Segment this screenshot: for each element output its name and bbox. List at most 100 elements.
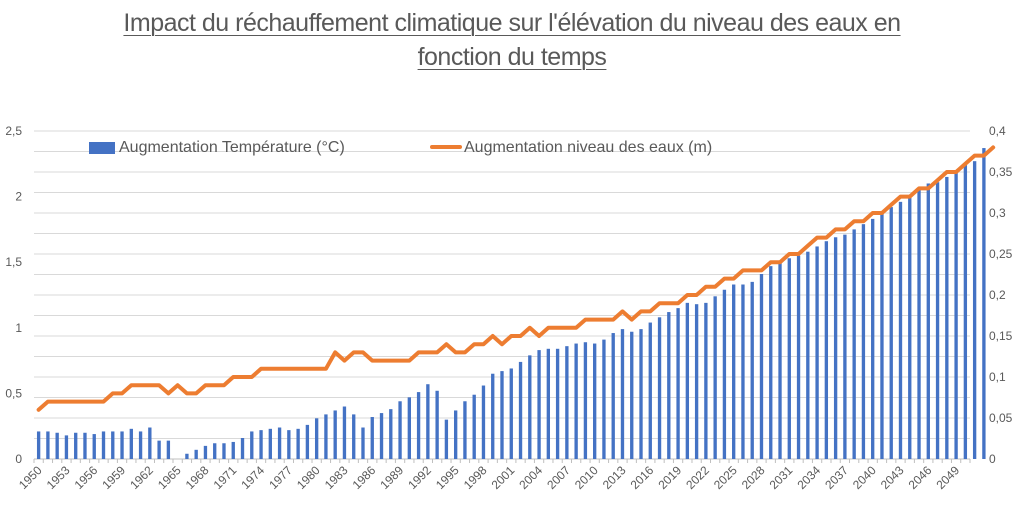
temperature-bar — [583, 342, 588, 459]
temperature-bar — [574, 343, 578, 459]
right-axis-tick: 0 — [989, 452, 996, 466]
x-axis-tick: 2049 — [933, 463, 962, 492]
x-axis-tick: 2013 — [600, 463, 629, 492]
temperature-bar — [806, 251, 810, 459]
temperature-bar — [463, 401, 467, 459]
temperature-bar — [296, 428, 300, 459]
temperature-bar — [630, 331, 634, 459]
temperature-bar — [64, 435, 69, 459]
x-axis-tick: 1983 — [322, 463, 351, 492]
right-axis-ticks: 0 0,05 0,1 0,15 0,2 0,25 0,3 0,35 0,4 — [989, 124, 1013, 466]
temperature-bar — [166, 440, 171, 459]
temperature-bar — [324, 414, 328, 459]
right-axis-tick: 0,1 — [989, 370, 1006, 384]
left-axis-tick: 1,5 — [5, 255, 22, 269]
temperature-bar — [954, 170, 958, 460]
temperature-bar — [389, 409, 393, 459]
legend-temperature-label: Augmentation Température (°C) — [119, 139, 345, 156]
temperature-bar — [852, 229, 856, 459]
temperature-bar — [222, 443, 226, 459]
x-axis-tick: 1950 — [16, 463, 45, 492]
x-axis-tick: 2040 — [850, 463, 879, 492]
water-level-line — [36, 145, 996, 412]
chart-title-line-1: Impact du réchauffement climatique sur l… — [123, 9, 901, 37]
temperature-bar — [74, 432, 78, 459]
x-axis-ticks: 1950 1953 1956 1959 1962 1965 1968 1971 1974 1977… — [16, 463, 962, 492]
temperature-bar — [815, 246, 819, 459]
temperature-bar — [370, 417, 374, 459]
left-axis-ticks: 0 0,5 1 1,5 2 2,5 — [5, 124, 22, 466]
x-axis-tick: 1965 — [155, 463, 184, 492]
temperature-bar — [407, 397, 411, 459]
temperature-bar — [769, 266, 773, 459]
temperature-bar — [722, 289, 727, 459]
temperature-bar — [305, 424, 310, 459]
x-axis-tick: 2019 — [655, 463, 684, 492]
temperature-bar — [593, 343, 597, 459]
left-axis-tick: 0,5 — [5, 386, 22, 400]
x-axis-tick: 1953 — [44, 463, 73, 492]
temperature-bar — [639, 329, 643, 459]
temperature-bar — [444, 419, 449, 459]
right-axis-tick: 0,3 — [989, 206, 1006, 220]
x-axis-tick: 1986 — [350, 463, 379, 492]
temperature-bar — [361, 427, 365, 459]
x-axis-tick: 2043 — [878, 463, 907, 492]
temperature-bar — [472, 394, 476, 459]
right-axis-tick: 0,35 — [989, 165, 1013, 179]
x-axis-tick: 2025 — [711, 463, 740, 492]
temperature-bar — [509, 368, 513, 459]
temperature-bar — [546, 348, 551, 459]
temperature-bar — [880, 212, 884, 459]
temperature-bar — [416, 392, 421, 459]
temperature-bar — [268, 428, 272, 459]
x-axis-tick: 1971 — [211, 463, 240, 492]
temperature-bar — [935, 182, 940, 459]
temperature-bar — [963, 165, 968, 459]
temperature-bar — [602, 339, 606, 459]
temperature-bar — [101, 431, 106, 459]
temperature-bar — [342, 406, 347, 459]
temperature-bar — [926, 183, 930, 460]
temperature-bar — [36, 431, 41, 459]
right-axis-tick: 0,2 — [989, 288, 1006, 302]
temperature-bar — [824, 241, 829, 459]
temperature-bar — [871, 218, 875, 459]
x-axis-tick: 1974 — [238, 463, 267, 492]
temperature-bar — [750, 281, 754, 459]
temperature-bar — [92, 434, 96, 459]
temperature-bar — [213, 443, 217, 459]
temperature-bar — [240, 438, 245, 459]
chart-title: Impact du réchauffement climatique sur l… — [0, 6, 1024, 74]
temperature-bar — [129, 428, 133, 459]
temperature-bar — [314, 418, 319, 459]
temperature-bar — [565, 346, 569, 459]
temperature-bar — [648, 322, 652, 459]
temperature-bar — [453, 410, 458, 459]
temperature-bar — [138, 431, 143, 459]
legend-temperature-swatch — [89, 142, 115, 154]
temperature-bar — [611, 333, 615, 459]
x-axis-tick: 2004 — [516, 463, 545, 492]
x-axis-tick: 2010 — [572, 463, 601, 492]
temperature-bar — [333, 410, 337, 459]
temperature-bar — [555, 348, 560, 459]
temperature-bar — [46, 431, 50, 459]
temperature-bar — [481, 385, 486, 459]
x-axis-tick: 2028 — [739, 463, 768, 492]
temperature-bar — [917, 190, 921, 460]
temperature-bar — [657, 317, 662, 459]
x-axis-tick: 1998 — [461, 463, 490, 492]
x-axis-tick: 1989 — [377, 463, 406, 492]
temperature-bar — [435, 390, 439, 459]
x-axis-tick: 2034 — [794, 463, 823, 492]
temperature-bar — [620, 329, 625, 459]
temperature-bar — [843, 234, 847, 459]
temperature-bar — [185, 453, 189, 459]
x-axis-tick: 1968 — [183, 463, 212, 492]
temperature-bar — [685, 302, 690, 459]
x-axis-tick: 2001 — [489, 463, 518, 492]
temperature-bar — [120, 431, 124, 459]
temperature-bar — [833, 237, 838, 459]
temperature-bar — [277, 427, 282, 459]
